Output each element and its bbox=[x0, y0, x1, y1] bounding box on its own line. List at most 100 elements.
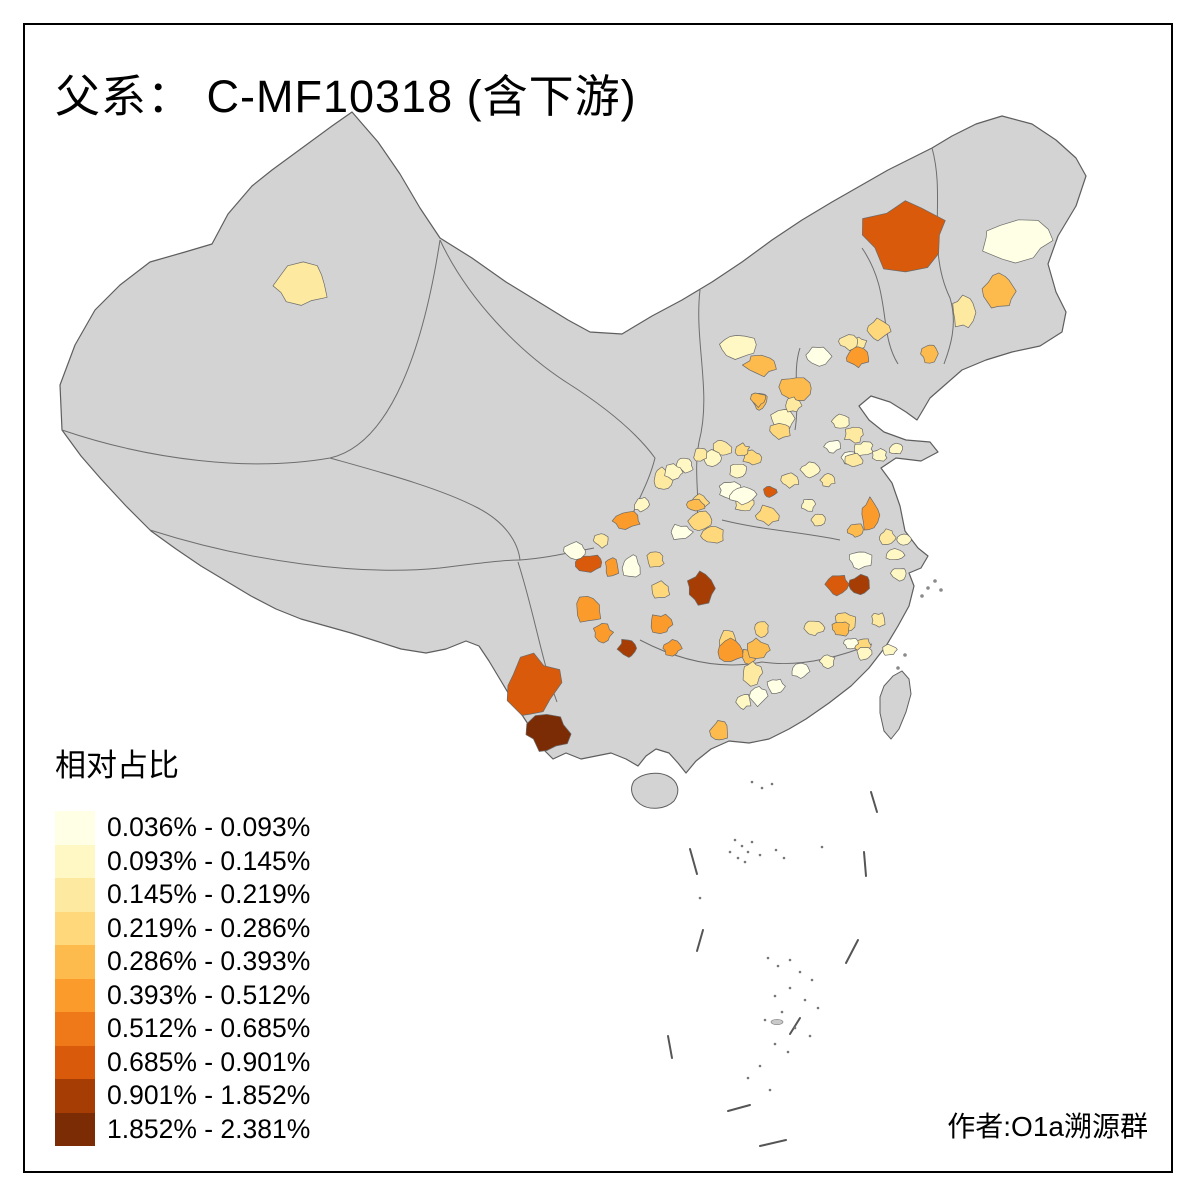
sea-island-dot bbox=[733, 838, 737, 842]
map-region bbox=[729, 463, 748, 479]
map-region bbox=[823, 440, 841, 454]
legend-row: 0.036% - 0.093% bbox=[55, 811, 310, 845]
sea-island-dot bbox=[786, 1050, 790, 1054]
sea-island-dot bbox=[746, 1076, 750, 1080]
legend-bin-label: 1.852% - 2.381% bbox=[107, 1113, 311, 1144]
map-region bbox=[799, 461, 821, 479]
legend-swatch bbox=[55, 1045, 95, 1079]
small-island bbox=[903, 653, 907, 657]
map-region bbox=[866, 317, 892, 342]
map-region bbox=[844, 452, 864, 468]
nine-dash-segment bbox=[696, 929, 704, 952]
sea-island-dot bbox=[774, 848, 778, 852]
sea-island-dot bbox=[808, 1034, 812, 1038]
map-region bbox=[650, 613, 674, 634]
map-region bbox=[862, 200, 946, 273]
map-region bbox=[576, 595, 602, 623]
sea-island-dot bbox=[758, 1064, 762, 1068]
sea-island-dot bbox=[743, 860, 747, 864]
sea-island-dot bbox=[773, 1042, 777, 1046]
map-region bbox=[742, 661, 764, 687]
sea-island-dot bbox=[780, 1010, 784, 1014]
map-region bbox=[634, 496, 650, 513]
sea-island-dot bbox=[760, 786, 764, 790]
map-region bbox=[780, 472, 799, 489]
map-region bbox=[872, 448, 888, 462]
legend-swatch bbox=[55, 811, 95, 845]
legend-row: 0.393% - 0.512% bbox=[55, 978, 311, 1012]
map-region bbox=[819, 472, 836, 488]
nine-dash-segment bbox=[689, 848, 698, 875]
sea-island-dot bbox=[758, 853, 762, 857]
map-region bbox=[890, 568, 907, 582]
map-region bbox=[734, 442, 751, 457]
sea-island-dot bbox=[728, 850, 732, 854]
map-region bbox=[700, 525, 724, 544]
legend-swatch bbox=[55, 844, 95, 878]
legend-row: 0.219% - 0.286% bbox=[55, 911, 311, 945]
legend-bin-label: 0.393% - 0.512% bbox=[107, 979, 311, 1010]
hainan-island bbox=[631, 772, 679, 809]
map-region bbox=[818, 654, 836, 670]
map-region bbox=[879, 528, 897, 545]
sea-island-dot bbox=[763, 1018, 767, 1022]
province-border bbox=[329, 457, 521, 561]
map-region bbox=[662, 639, 683, 657]
sea-island-dot bbox=[750, 780, 754, 784]
sea-island-dot bbox=[770, 782, 774, 786]
sea-island-dot bbox=[766, 956, 770, 960]
map-region bbox=[846, 523, 864, 538]
province-border bbox=[861, 247, 899, 365]
province-border bbox=[519, 547, 595, 561]
sea-island-dot bbox=[798, 970, 802, 974]
small-island bbox=[926, 586, 930, 590]
legend-swatch bbox=[55, 1079, 95, 1113]
map-region bbox=[712, 440, 733, 456]
map-region bbox=[838, 334, 858, 351]
map-region bbox=[805, 346, 833, 367]
sea-island-dot bbox=[776, 964, 780, 968]
nine-dash-segment bbox=[789, 1017, 801, 1035]
map-region bbox=[801, 499, 816, 512]
map-region bbox=[754, 621, 769, 638]
map-region bbox=[621, 554, 641, 578]
map-region bbox=[717, 637, 744, 662]
province-border bbox=[149, 529, 521, 571]
map-region bbox=[754, 504, 780, 526]
sea-island-dot bbox=[793, 1026, 797, 1030]
map-region bbox=[871, 612, 886, 628]
map-region bbox=[853, 441, 874, 457]
map-region bbox=[729, 486, 758, 506]
map-region bbox=[709, 720, 728, 741]
legend-bin-label: 0.219% - 0.286% bbox=[107, 912, 311, 943]
map-region bbox=[506, 652, 563, 716]
nine-dash-segment bbox=[727, 1104, 751, 1112]
map-region bbox=[861, 496, 881, 531]
sea-island-dot bbox=[782, 856, 786, 860]
map-region bbox=[750, 392, 766, 408]
sea-island-dot bbox=[736, 856, 740, 860]
legend-swatch bbox=[55, 1012, 95, 1046]
province-border bbox=[721, 519, 841, 541]
legend-swatch bbox=[55, 978, 95, 1012]
legend-bin-label: 0.036% - 0.093% bbox=[107, 812, 311, 842]
map-region bbox=[843, 637, 859, 650]
nine-dash-segment bbox=[870, 791, 878, 813]
map-region bbox=[824, 575, 850, 597]
map-region bbox=[778, 377, 812, 401]
map-region bbox=[769, 423, 791, 440]
map-region bbox=[882, 643, 898, 656]
sea-island-dot bbox=[820, 845, 824, 849]
map-region bbox=[664, 463, 684, 481]
taiwan-island bbox=[879, 670, 912, 740]
legend-row: 1.852% - 2.381% bbox=[55, 1112, 311, 1146]
province-border bbox=[439, 239, 656, 523]
legend-bin-label: 0.093% - 0.145% bbox=[107, 845, 311, 876]
map-region bbox=[719, 335, 757, 360]
map-region bbox=[611, 510, 641, 530]
map-region bbox=[651, 580, 670, 599]
mainland-outline bbox=[59, 111, 1087, 774]
map-region bbox=[952, 294, 977, 329]
small-island bbox=[933, 579, 937, 583]
map-region bbox=[747, 637, 771, 659]
